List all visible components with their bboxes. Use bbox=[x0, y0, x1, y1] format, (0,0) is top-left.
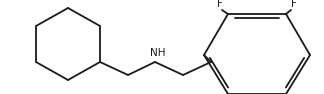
Text: F: F bbox=[291, 0, 297, 9]
Text: F: F bbox=[217, 0, 223, 9]
Text: NH: NH bbox=[150, 48, 166, 58]
